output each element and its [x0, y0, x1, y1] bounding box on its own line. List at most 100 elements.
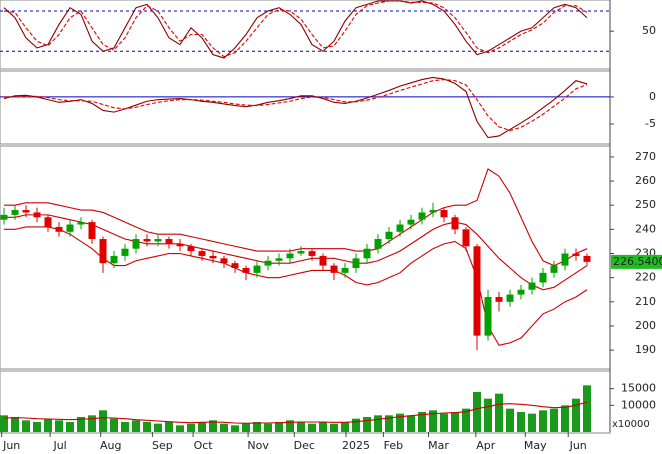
- candle-body: [462, 229, 470, 247]
- volume-bar: [462, 408, 470, 432]
- x-tick-label: Dec: [294, 439, 315, 452]
- volume-bar: [418, 412, 426, 432]
- candle-body: [407, 219, 415, 225]
- candle-body: [550, 265, 558, 273]
- volume-bar: [396, 413, 404, 432]
- volume-bar: [143, 422, 151, 432]
- candle-body: [451, 217, 459, 230]
- volume-bar: [264, 423, 272, 432]
- candle-body: [0, 214, 8, 220]
- y-tick-label: 250: [635, 198, 656, 211]
- bollinger-band: [4, 168, 588, 267]
- candle-body: [418, 212, 426, 220]
- volume-bar: [473, 392, 481, 432]
- candle-body: [231, 263, 239, 269]
- x-tick-label: 2025: [342, 439, 370, 452]
- volume-bar: [297, 422, 305, 432]
- volume-bar: [11, 417, 19, 432]
- x-tick-label: Sep: [152, 439, 173, 452]
- candle-body: [330, 265, 338, 273]
- candle-body: [429, 210, 437, 213]
- candle-body: [44, 217, 52, 227]
- y-tick-label: 15000: [621, 382, 656, 395]
- volume-bar: [99, 410, 107, 432]
- candle-body: [253, 265, 261, 273]
- volume-bar: [22, 420, 30, 432]
- candle-body: [352, 258, 360, 269]
- x-tick-label: Feb: [384, 439, 403, 452]
- candle-body: [506, 294, 514, 302]
- volume-bar: [341, 422, 349, 432]
- candle-body: [11, 210, 19, 215]
- volume-bar: [561, 405, 569, 432]
- volume-bar: [220, 423, 228, 432]
- y-tick-label: 240: [635, 222, 656, 235]
- volume-bar: [44, 418, 52, 432]
- volume-bar: [154, 423, 162, 432]
- volume-bar: [440, 413, 448, 432]
- candle-body: [264, 260, 272, 266]
- volume-bar: [0, 415, 8, 432]
- volume-bar: [517, 412, 525, 432]
- candle-body: [165, 239, 173, 244]
- candle-body: [242, 268, 250, 273]
- last-price-label: 226.5400: [613, 255, 662, 268]
- candle-body: [187, 246, 195, 252]
- candle-body: [176, 243, 184, 247]
- indicator-line: [3, 0, 588, 59]
- volume-bar: [539, 410, 547, 432]
- candle-body: [440, 210, 448, 218]
- x-tick-label: Jun: [2, 439, 20, 452]
- y-tick-label: 10000: [621, 398, 656, 411]
- volume-bar: [110, 418, 118, 432]
- volume-bar: [231, 425, 239, 432]
- x-tick-label: Jun: [569, 439, 587, 452]
- x-tick-label: Oct: [194, 439, 214, 452]
- volume-bar: [253, 422, 261, 432]
- volume-bar: [88, 415, 96, 432]
- y-tick-label: 50: [642, 24, 656, 37]
- volume-bar: [484, 398, 492, 432]
- indicator-line: [4, 79, 588, 132]
- candle-body: [484, 296, 492, 336]
- volume-bar: [495, 393, 503, 432]
- volume-bar: [132, 420, 140, 432]
- candle-body: [220, 258, 228, 264]
- candle-body: [539, 272, 547, 283]
- candle-body: [77, 222, 85, 225]
- volume-bar: [374, 415, 382, 432]
- volume-bar: [385, 415, 393, 432]
- x-tick-label: Apr: [476, 439, 496, 452]
- candle-body: [396, 224, 404, 232]
- candle-body: [297, 251, 305, 254]
- candle-body: [55, 226, 63, 232]
- candle-body: [209, 255, 217, 259]
- y-tick-label: 0: [649, 90, 656, 103]
- volume-bar: [506, 408, 514, 432]
- volume-bar: [55, 420, 63, 432]
- volume-bar: [572, 398, 580, 432]
- y-tick-label: -5: [645, 117, 656, 130]
- volume-bar: [209, 420, 217, 432]
- candle-body: [143, 239, 151, 242]
- volume-bar: [583, 385, 591, 432]
- volume-bar: [429, 410, 437, 432]
- indicator-line: [3, 76, 588, 139]
- volume-bar: [308, 423, 316, 432]
- volume-bar: [352, 418, 360, 432]
- indicator-line: [3, 0, 588, 58]
- candle-body: [275, 258, 283, 261]
- candle-body: [99, 239, 107, 264]
- volume-ma: [3, 401, 588, 424]
- volume-bar: [550, 408, 558, 432]
- candle-body: [341, 268, 349, 273]
- bollinger-band: [4, 214, 588, 291]
- candle-body: [132, 239, 140, 249]
- candle-body: [66, 224, 74, 232]
- volume-bar: [286, 420, 294, 432]
- candle-body: [473, 246, 481, 336]
- candle-body: [561, 253, 569, 266]
- last-price-box: [611, 254, 662, 269]
